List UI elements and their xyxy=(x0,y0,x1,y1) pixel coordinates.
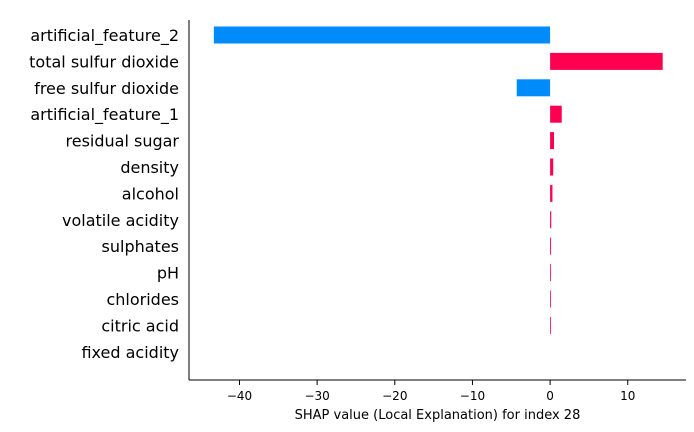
shap-bar xyxy=(550,211,552,229)
x-tick-label: −40 xyxy=(227,389,252,403)
feature-label: density xyxy=(120,158,179,177)
feature-label: artificial_feature_2 xyxy=(30,26,179,46)
shap-bar xyxy=(550,290,551,308)
feature-label: sulphates xyxy=(102,237,179,256)
shap-bar xyxy=(550,264,551,282)
feature-label: residual sugar xyxy=(66,132,180,151)
x-tick-label: 10 xyxy=(620,389,635,403)
feature-label: artificial_feature_1 xyxy=(30,105,179,125)
feature-label: free sulfur dioxide xyxy=(34,79,179,98)
feature-label: volatile acidity xyxy=(62,211,179,230)
shap-bar xyxy=(550,52,663,70)
shap-bar xyxy=(550,237,552,255)
shap-bar xyxy=(550,316,551,334)
x-tick-label: 0 xyxy=(546,389,554,403)
x-tick-label: −30 xyxy=(304,389,329,403)
bars-layer xyxy=(213,26,663,334)
feature-label: citric acid xyxy=(101,316,179,335)
feature-label: fixed acidity xyxy=(81,343,179,362)
x-tick-label: −20 xyxy=(382,389,407,403)
x-axis-title: SHAP value (Local Explanation) for index… xyxy=(295,408,581,423)
shap-bar xyxy=(550,184,553,202)
x-ticks-layer: −40 −30 −20 −10 0 10 xyxy=(227,380,635,403)
shap-bar xyxy=(516,79,551,97)
shap-bar xyxy=(550,105,562,123)
feature-label: chlorides xyxy=(106,290,179,309)
x-tick-label: −10 xyxy=(460,389,485,403)
shap-bar xyxy=(213,26,551,44)
feature-label: total sulfur dioxide xyxy=(29,52,179,71)
shap-bar xyxy=(550,132,554,150)
feature-label: alcohol xyxy=(122,184,179,203)
shap-bar xyxy=(550,158,554,176)
feature-label: pH xyxy=(157,264,179,283)
